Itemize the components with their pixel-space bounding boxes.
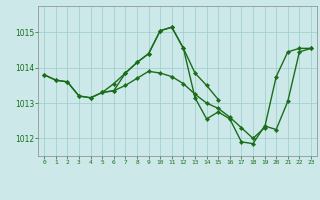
Text: Graphe pression niveau de la mer (hPa): Graphe pression niveau de la mer (hPa) [58,184,262,193]
